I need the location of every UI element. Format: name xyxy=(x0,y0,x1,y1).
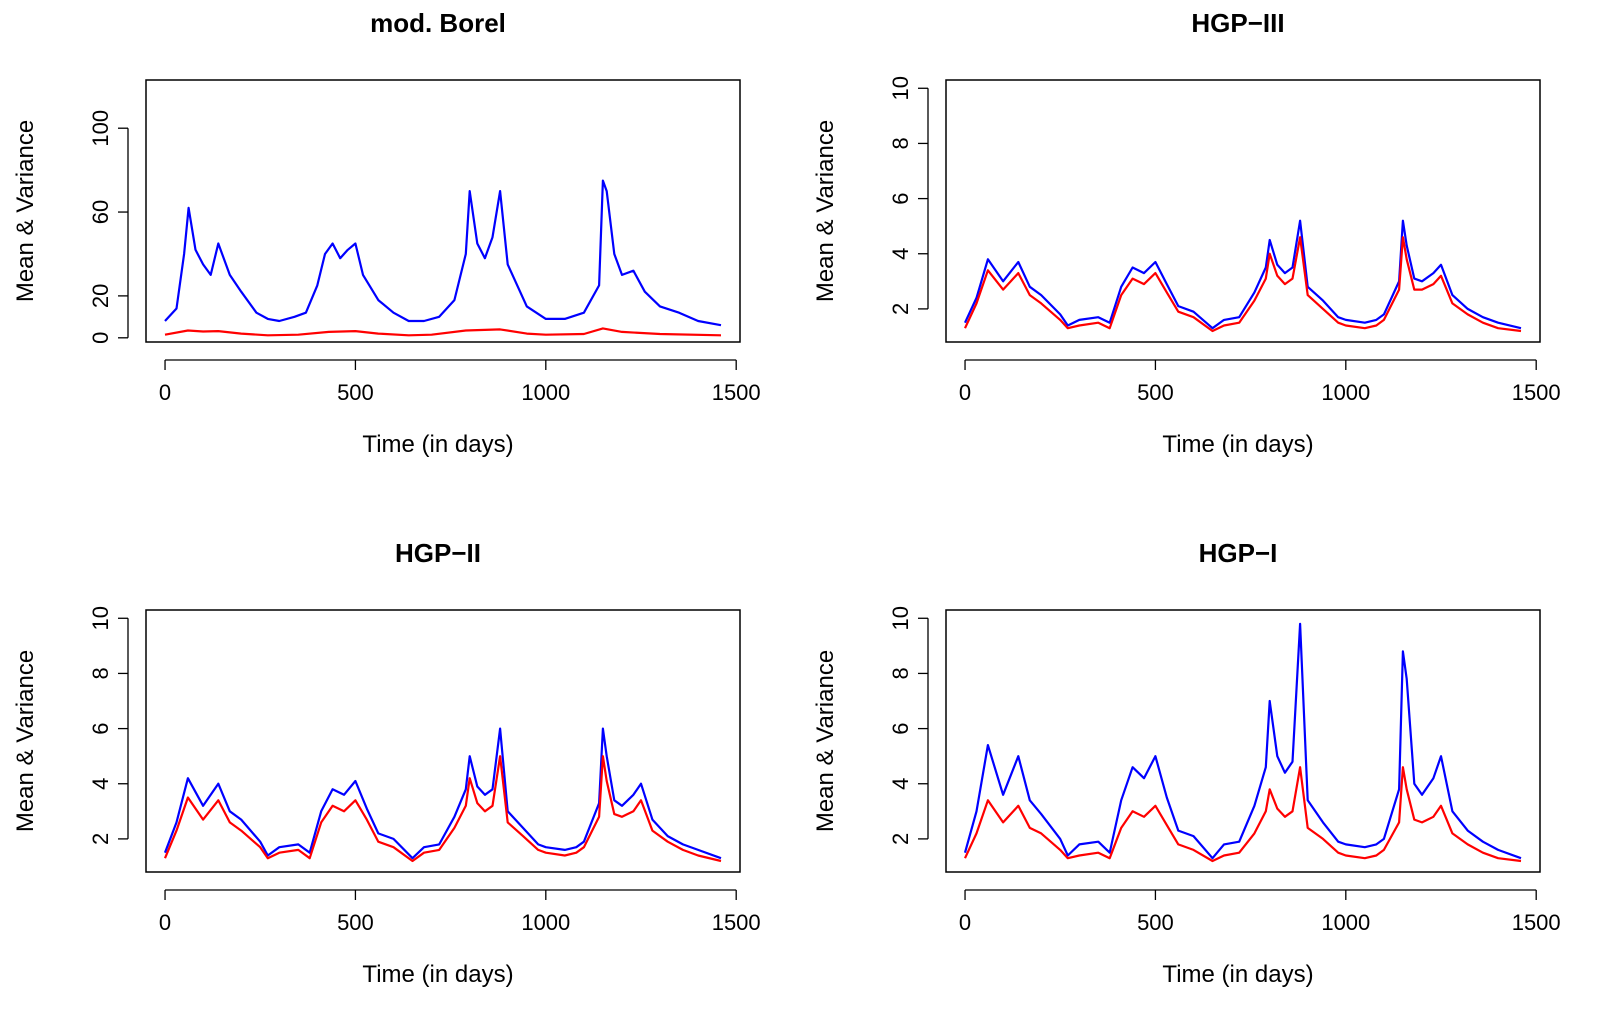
y-tick-label: 4 xyxy=(888,248,913,260)
x-axis-label: Time (in days) xyxy=(362,961,513,988)
y-tick-label: 0 xyxy=(88,332,113,344)
x-tick-label: 1500 xyxy=(712,910,761,935)
y-tick-label: 2 xyxy=(888,303,913,315)
x-tick-label: 0 xyxy=(159,910,171,935)
series-line-red xyxy=(163,755,722,863)
panel-title: HGP−II xyxy=(395,538,481,568)
x-tick-label: 1000 xyxy=(521,380,570,405)
y-tick-label: 10 xyxy=(88,606,113,630)
x-axis-label: Time (in days) xyxy=(1162,431,1313,458)
x-tick-label: 500 xyxy=(337,910,374,935)
plot-frame xyxy=(945,79,1541,343)
series-line-red xyxy=(964,766,1522,863)
series-line-blue xyxy=(963,622,1522,860)
series-line-blue xyxy=(964,219,1522,330)
y-tick-label: 8 xyxy=(888,137,913,149)
panel-title: HGP−I xyxy=(1199,538,1278,568)
y-axis-label: Mean & Variance xyxy=(12,650,39,832)
panel-hgp-i: HGP−I Time (in days) Mean & Variance 0 50… xyxy=(812,538,1561,988)
plot-area xyxy=(963,622,1522,863)
plot-frame xyxy=(945,609,1541,873)
x-axis-label: Time (in days) xyxy=(1162,961,1313,988)
y-tick-label: 8 xyxy=(88,667,113,679)
x-tick-label: 1500 xyxy=(712,380,761,405)
plot-area xyxy=(163,727,722,863)
y-tick-label: 20 xyxy=(88,284,113,308)
y-tick-label: 100 xyxy=(88,110,113,147)
y-tick-label: 2 xyxy=(88,833,113,845)
y-tick-label: 6 xyxy=(88,722,113,734)
plot-frame xyxy=(145,79,741,343)
panel-hgp-iii: HGP−III Time (in days) Mean & Variance 0… xyxy=(812,8,1561,458)
y-axis-label: Mean & Variance xyxy=(812,650,839,832)
series-line-red xyxy=(964,236,1522,333)
x-axis: 0 500 1000 1500 xyxy=(959,359,1561,405)
y-tick-label: 60 xyxy=(88,200,113,224)
y-axis-label: Mean & Variance xyxy=(812,120,839,302)
y-axis: 2 4 6 8 10 xyxy=(888,606,929,845)
plot-frame xyxy=(145,609,741,873)
x-tick-label: 1500 xyxy=(1512,380,1561,405)
y-tick-label: 2 xyxy=(888,833,913,845)
x-tick-label: 1000 xyxy=(1321,910,1370,935)
series-line-blue xyxy=(163,727,722,860)
plot-area xyxy=(964,219,1522,333)
y-axis: 2 4 6 8 10 xyxy=(888,76,929,315)
y-tick-label: 10 xyxy=(888,606,913,630)
y-axis: 0 20 60 100 xyxy=(88,110,129,344)
y-axis-label: Mean & Variance xyxy=(12,120,39,302)
y-tick-label: 4 xyxy=(88,778,113,790)
panel-mod-borel: mod. Borel Time (in days) Mean & Varianc… xyxy=(12,8,761,458)
x-axis: 0 500 1000 1500 xyxy=(159,359,761,405)
series-line-blue xyxy=(164,179,722,327)
x-tick-label: 500 xyxy=(1137,380,1174,405)
plot-area xyxy=(164,179,722,337)
x-axis: 0 500 1000 1500 xyxy=(159,889,761,935)
x-tick-label: 0 xyxy=(159,380,171,405)
y-tick-label: 8 xyxy=(888,667,913,679)
series-line-red xyxy=(164,327,722,337)
x-tick-label: 1000 xyxy=(521,910,570,935)
x-tick-label: 500 xyxy=(1137,910,1174,935)
y-tick-label: 6 xyxy=(888,722,913,734)
x-tick-label: 1500 xyxy=(1512,910,1561,935)
panel-title: mod. Borel xyxy=(370,8,506,38)
y-tick-label: 6 xyxy=(888,192,913,204)
x-tick-label: 0 xyxy=(959,380,971,405)
panel-title: HGP−III xyxy=(1191,8,1284,38)
y-tick-label: 4 xyxy=(888,778,913,790)
x-tick-label: 0 xyxy=(959,910,971,935)
x-axis: 0 500 1000 1500 xyxy=(959,889,1561,935)
y-axis: 2 4 6 8 10 xyxy=(88,606,129,845)
x-axis-label: Time (in days) xyxy=(362,431,513,458)
x-tick-label: 1000 xyxy=(1321,380,1370,405)
panel-hgp-ii: HGP−II Time (in days) Mean & Variance 0 5… xyxy=(12,538,761,988)
x-tick-label: 500 xyxy=(337,380,374,405)
y-tick-label: 10 xyxy=(888,76,913,100)
